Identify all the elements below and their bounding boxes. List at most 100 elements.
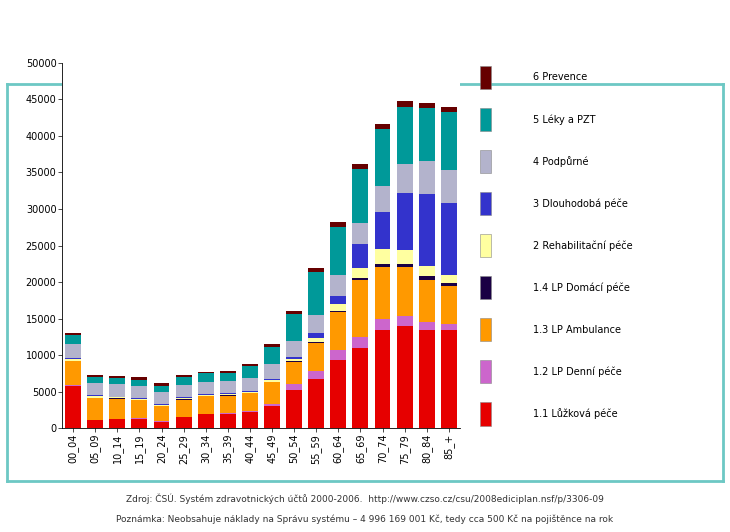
Bar [264, 346, 280, 364]
Bar [264, 344, 280, 346]
Text: Zdroj: ČSÚ. Systém zdravotnických účtů 2000-2006.  http://www.czso.cz/csu/2008ed: Zdroj: ČSÚ. Systém zdravotnických účtů 2… [126, 494, 604, 504]
Text: 1.2 LP Denní péče: 1.2 LP Denní péče [534, 367, 622, 377]
Bar [220, 395, 236, 413]
Bar [374, 319, 391, 330]
Bar [308, 370, 324, 379]
Bar [176, 417, 191, 428]
Bar [110, 420, 126, 428]
Bar [242, 412, 258, 428]
Bar [331, 296, 346, 304]
Bar [308, 343, 324, 370]
Bar [198, 382, 214, 394]
Bar [419, 107, 434, 161]
Bar [65, 386, 81, 428]
Bar [331, 222, 346, 227]
Bar [419, 321, 434, 330]
Bar [220, 414, 236, 428]
Bar [220, 372, 236, 381]
Bar [242, 364, 258, 365]
Bar [353, 348, 369, 428]
Bar [220, 381, 236, 393]
Bar [88, 375, 103, 377]
Bar [419, 161, 434, 195]
Bar [308, 315, 324, 334]
Bar [396, 101, 412, 107]
Bar [153, 386, 169, 392]
Bar [242, 411, 258, 412]
Bar [353, 278, 369, 280]
Bar [220, 394, 236, 395]
Bar [65, 335, 81, 344]
Bar [153, 392, 169, 404]
Bar [353, 337, 369, 348]
Bar [286, 362, 302, 384]
Bar [480, 234, 491, 257]
Text: v roce 2006 v Kč: v roce 2006 v Kč [310, 58, 420, 71]
Bar [286, 384, 302, 390]
Bar [242, 392, 258, 393]
Bar [441, 107, 457, 112]
Bar [331, 350, 346, 360]
Bar [419, 195, 434, 266]
Bar [374, 124, 391, 129]
Text: 3 Dlouhodobá péče: 3 Dlouhodobá péče [534, 198, 629, 209]
Bar [331, 360, 346, 428]
Bar [441, 203, 457, 275]
Bar [374, 264, 391, 267]
Bar [153, 405, 169, 406]
Bar [374, 129, 391, 186]
Bar [264, 405, 280, 428]
Bar [88, 383, 103, 395]
Bar [131, 399, 147, 400]
Bar [264, 404, 280, 405]
Bar [308, 268, 324, 272]
Bar [242, 391, 258, 392]
Bar [480, 107, 491, 131]
Bar [220, 413, 236, 414]
Bar [441, 286, 457, 324]
Bar [480, 318, 491, 342]
Bar [419, 330, 434, 428]
Bar [419, 103, 434, 107]
Bar [308, 379, 324, 428]
Bar [220, 393, 236, 394]
Bar [396, 107, 412, 164]
Bar [396, 268, 412, 317]
Bar [65, 344, 81, 358]
Bar [242, 365, 258, 378]
Bar [353, 268, 369, 278]
Bar [110, 398, 126, 419]
Bar [396, 317, 412, 326]
Bar [308, 337, 324, 342]
Bar [242, 378, 258, 391]
Text: 1.1 Lůžková péče: 1.1 Lůžková péče [534, 408, 618, 419]
Bar [480, 65, 491, 89]
Bar [286, 311, 302, 314]
Text: 4 Podpůrné: 4 Podpůrné [534, 156, 589, 167]
Bar [110, 378, 126, 384]
Bar [480, 360, 491, 384]
Bar [264, 379, 280, 380]
Bar [396, 264, 412, 268]
Bar [353, 244, 369, 268]
Bar [153, 422, 169, 428]
Text: Výdaje pojišťoven (HF1.2) na jednoho pojištěnce v ČR dle druhů péče: Výdaje pojišťoven (HF1.2) na jednoho poj… [128, 21, 591, 36]
Bar [480, 402, 491, 426]
Bar [480, 192, 491, 215]
Bar [176, 375, 191, 377]
Bar [396, 250, 412, 264]
Bar [353, 222, 369, 244]
Bar [264, 380, 280, 382]
Bar [65, 358, 81, 359]
Bar [331, 304, 346, 311]
Bar [65, 361, 81, 385]
Bar [88, 396, 103, 397]
Bar [419, 276, 434, 280]
Bar [153, 384, 169, 386]
Bar [441, 275, 457, 283]
Bar [198, 414, 214, 428]
Bar [286, 359, 302, 361]
Bar [331, 275, 346, 296]
Text: 1.4 LP Domácí péče: 1.4 LP Domácí péče [534, 282, 631, 293]
Bar [331, 311, 346, 312]
